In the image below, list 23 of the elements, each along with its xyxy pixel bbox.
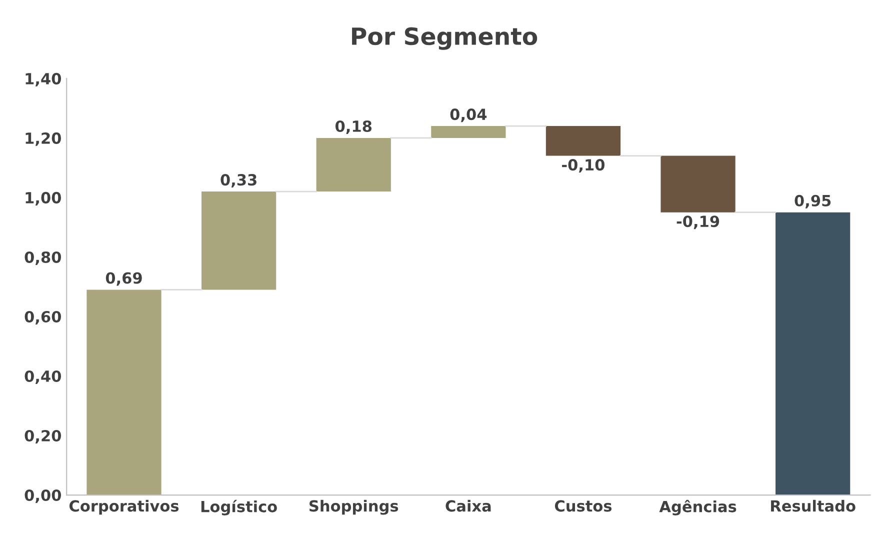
data-label: -0,19 <box>676 216 720 230</box>
y-tick-label: 0,00 <box>24 489 62 503</box>
data-label: 0,95 <box>794 194 831 208</box>
x-tick-label: Shoppings <box>310 500 398 515</box>
y-tick-label: 0,60 <box>24 310 62 324</box>
chart-title: Por Segmento <box>352 27 538 50</box>
y-tick-label: 0,20 <box>24 430 62 444</box>
y-tick-label: 1,00 <box>26 192 62 206</box>
y-tick-label: 0,80 <box>24 251 62 265</box>
y-tick-label: 0,40 <box>24 370 62 384</box>
data-label: 0,04 <box>450 108 487 122</box>
x-tick-label: Caixa <box>446 500 491 512</box>
x-tick-label: Logístico <box>201 500 277 516</box>
x-tick-label: Agências <box>659 500 736 516</box>
y-tick-label: 1,40 <box>26 72 62 86</box>
x-tick-label: Custos <box>554 500 612 512</box>
x-tick-label: Corporativos <box>69 500 179 515</box>
y-tick-label: 1,20 <box>26 132 62 146</box>
data-label: 0,33 <box>220 174 256 188</box>
data-label: 0,69 <box>106 272 142 286</box>
x-tick-label: Resultado <box>771 500 856 512</box>
data-label: -0,10 <box>562 159 605 173</box>
data-label: 0,18 <box>336 120 372 134</box>
